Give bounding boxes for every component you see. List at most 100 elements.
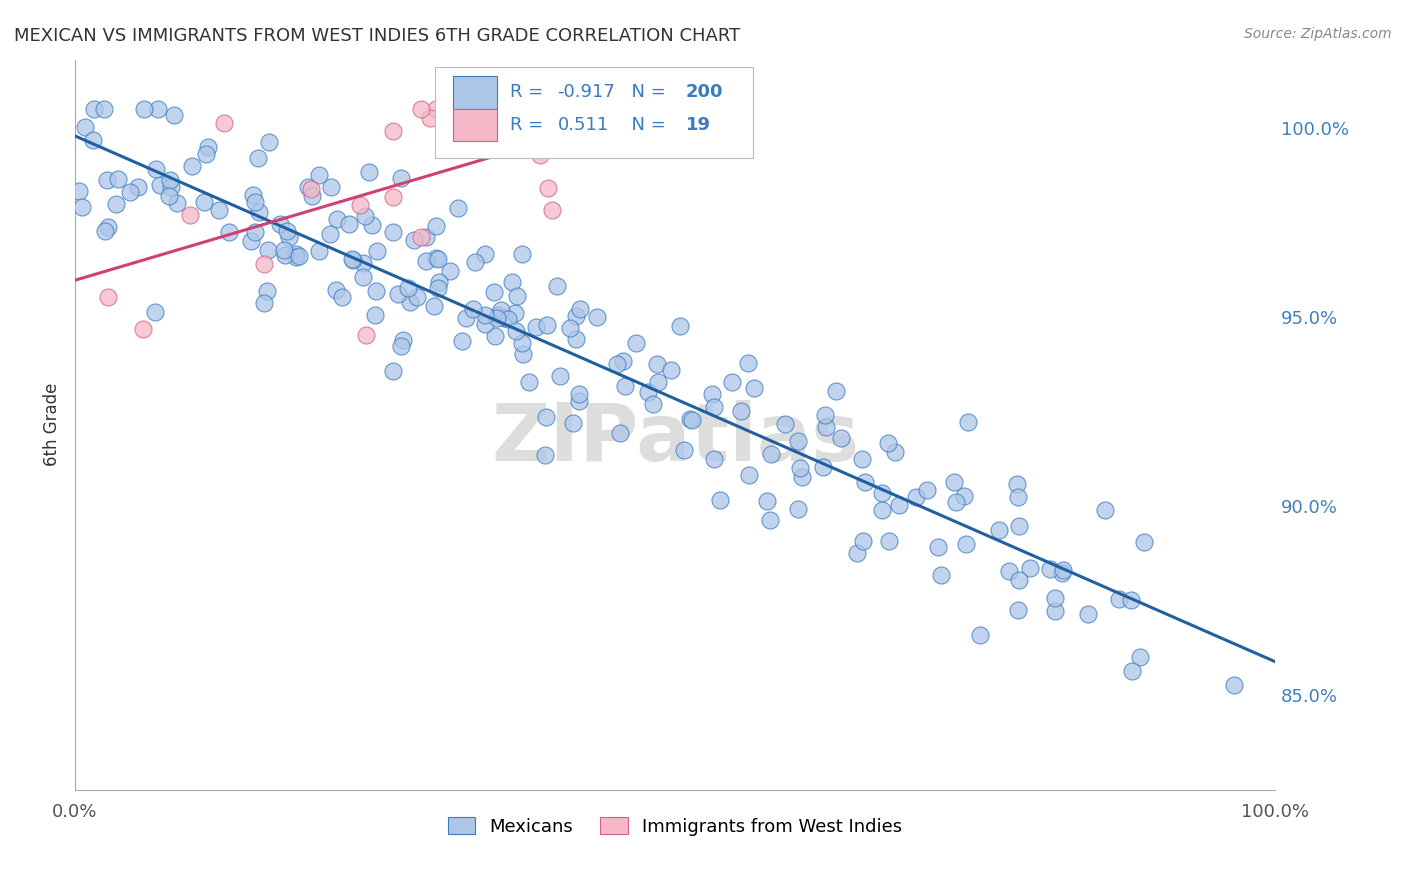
- Point: [659, 363, 682, 377]
- Point: [357, 164, 380, 178]
- Point: [163, 108, 186, 122]
- Point: [1133, 535, 1156, 549]
- Point: [284, 250, 307, 264]
- Point: [506, 289, 529, 303]
- Point: [425, 251, 447, 265]
- Point: [877, 533, 900, 548]
- FancyBboxPatch shape: [453, 109, 498, 142]
- Point: [606, 357, 628, 371]
- Point: [624, 335, 647, 350]
- Point: [645, 357, 668, 371]
- Point: [1007, 490, 1029, 504]
- Point: [787, 434, 810, 449]
- Point: [486, 310, 509, 325]
- Point: [330, 290, 353, 304]
- Point: [681, 413, 703, 427]
- Text: R =: R =: [509, 84, 548, 102]
- Point: [956, 415, 979, 429]
- Point: [852, 534, 875, 549]
- Point: [308, 244, 330, 258]
- Point: [405, 290, 427, 304]
- Text: N =: N =: [620, 84, 672, 102]
- Point: [787, 502, 810, 516]
- Point: [73, 120, 96, 134]
- Legend: Mexicans, Immigrants from West Indies: Mexicans, Immigrants from West Indies: [449, 817, 903, 836]
- Point: [67, 184, 90, 198]
- Text: Source: ZipAtlas.com: Source: ZipAtlas.com: [1244, 27, 1392, 41]
- Point: [825, 384, 848, 399]
- Point: [278, 229, 301, 244]
- Point: [382, 124, 405, 138]
- Point: [149, 178, 172, 193]
- Point: [609, 426, 631, 441]
- Point: [953, 489, 976, 503]
- Point: [703, 401, 725, 415]
- Point: [274, 247, 297, 261]
- Point: [484, 285, 506, 299]
- Point: [83, 102, 105, 116]
- Point: [789, 461, 811, 475]
- Point: [474, 247, 496, 261]
- Point: [131, 321, 153, 335]
- Point: [409, 229, 432, 244]
- Point: [737, 357, 759, 371]
- Point: [387, 287, 409, 301]
- Point: [529, 148, 551, 162]
- Point: [301, 182, 323, 196]
- Point: [253, 256, 276, 270]
- Point: [846, 546, 869, 560]
- Point: [510, 336, 533, 351]
- Point: [422, 299, 444, 313]
- Text: -0.917: -0.917: [558, 84, 616, 102]
- Point: [439, 264, 461, 278]
- Point: [127, 180, 149, 194]
- Point: [524, 319, 547, 334]
- Point: [830, 431, 852, 445]
- Point: [319, 180, 342, 194]
- Point: [1052, 563, 1074, 577]
- Point: [392, 333, 415, 347]
- Point: [411, 102, 433, 116]
- Point: [1008, 573, 1031, 587]
- Point: [318, 227, 340, 241]
- Point: [486, 308, 509, 322]
- Point: [540, 202, 562, 217]
- Point: [641, 397, 664, 411]
- Point: [1052, 566, 1074, 580]
- Point: [366, 244, 388, 258]
- Point: [927, 540, 949, 554]
- Point: [1007, 603, 1029, 617]
- Point: [276, 224, 298, 238]
- Point: [82, 133, 104, 147]
- Point: [243, 194, 266, 209]
- Point: [955, 537, 977, 551]
- Point: [510, 247, 533, 261]
- Point: [1119, 592, 1142, 607]
- Point: [560, 321, 582, 335]
- Point: [1129, 650, 1152, 665]
- Point: [917, 483, 939, 498]
- Point: [853, 475, 876, 489]
- Point: [702, 387, 724, 401]
- Point: [342, 253, 364, 268]
- Point: [568, 394, 591, 409]
- Point: [425, 102, 447, 116]
- Point: [398, 295, 420, 310]
- Point: [501, 275, 523, 289]
- Point: [157, 189, 180, 203]
- Point: [492, 310, 515, 325]
- Point: [240, 234, 263, 248]
- Point: [883, 444, 905, 458]
- Point: [415, 253, 437, 268]
- Point: [517, 376, 540, 390]
- Point: [146, 102, 169, 116]
- Point: [1018, 560, 1040, 574]
- Point: [870, 503, 893, 517]
- Point: [887, 499, 910, 513]
- Point: [945, 495, 967, 509]
- Point: [637, 385, 659, 400]
- Point: [814, 420, 837, 434]
- Point: [565, 310, 588, 324]
- Point: [181, 159, 204, 173]
- Point: [1045, 604, 1067, 618]
